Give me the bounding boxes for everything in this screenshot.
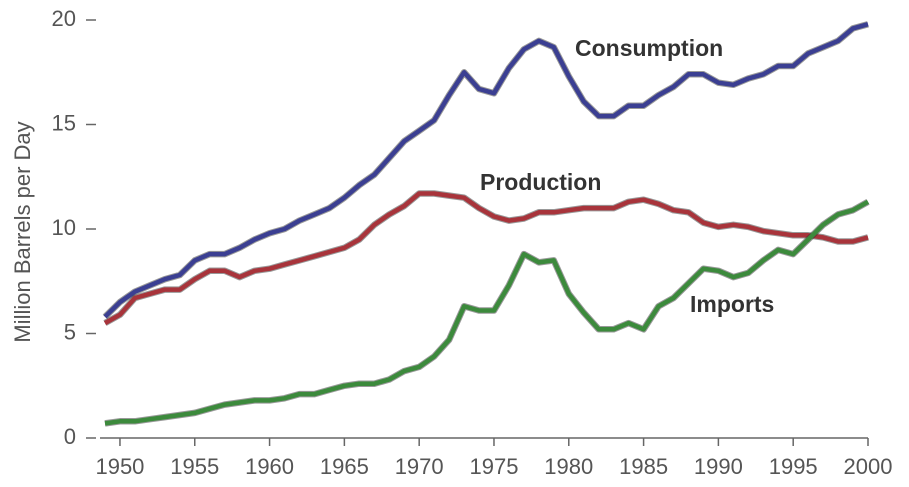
x-tick-label: 1970 (395, 454, 444, 479)
x-tick-label: 1965 (320, 454, 369, 479)
x-tick-label: 1975 (470, 454, 519, 479)
series-label: Production (480, 169, 601, 195)
series-label: Consumption (575, 35, 723, 61)
series-line (104, 199, 870, 426)
y-tick-label: 5 (64, 319, 76, 344)
x-tick-label: 1955 (170, 454, 219, 479)
series-line (103, 22, 869, 319)
series-line (103, 191, 869, 326)
series-label: Imports (690, 291, 774, 317)
x-tick-label: 1980 (544, 454, 593, 479)
y-tick-label: 0 (64, 424, 76, 449)
x-tick-label: 1990 (694, 454, 743, 479)
x-tick-label: 1985 (619, 454, 668, 479)
y-tick-label: 15 (52, 110, 76, 135)
x-tick-label: 1960 (245, 454, 294, 479)
x-tick-label: 1995 (769, 454, 818, 479)
y-tick-label: 20 (52, 6, 76, 31)
x-tick-label: 1950 (95, 454, 144, 479)
y-tick-label: 10 (52, 215, 76, 240)
x-tick-label: 2000 (844, 454, 893, 479)
y-axis-label: Million Barrels per Day (10, 121, 35, 342)
